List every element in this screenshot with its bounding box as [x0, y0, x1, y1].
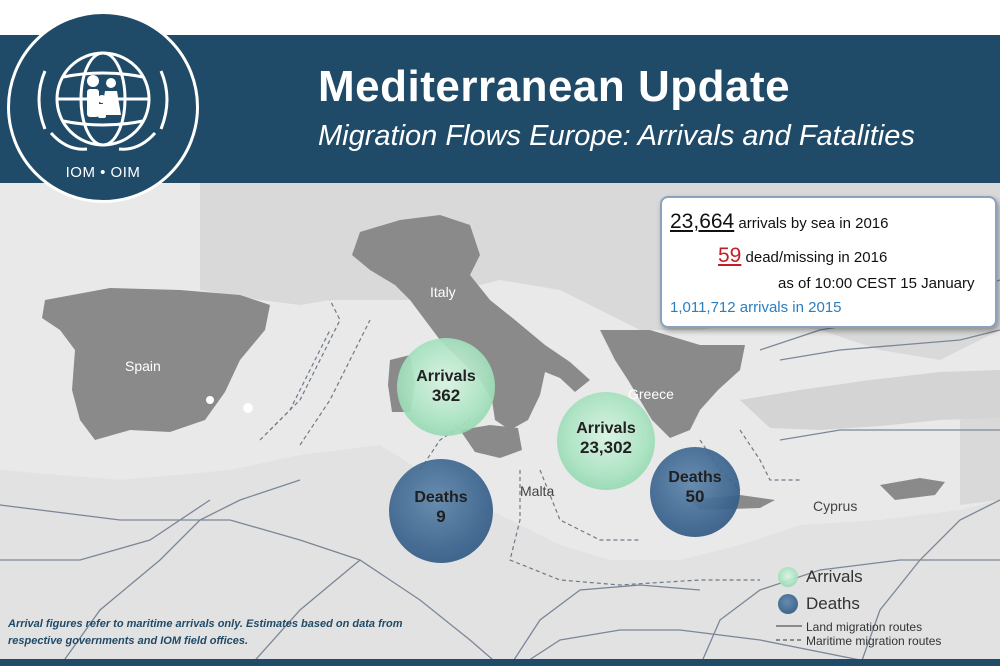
greece-arrivals-bubble: Arrivals 23,302 — [557, 392, 655, 490]
island-mark — [206, 396, 214, 404]
legend-deaths-swatch — [778, 594, 798, 614]
bubble-label: Arrivals — [416, 368, 476, 385]
italy-arrivals-bubble: Arrivals 362 — [397, 338, 495, 436]
legend-maritime-routes-label: Maritime migration routes — [806, 634, 942, 648]
legend-route-swatches — [776, 625, 802, 641]
page-title: Mediterranean Update — [318, 62, 791, 111]
dead-2016-text: dead/missing in 2016 — [745, 249, 888, 266]
middle-east-land — [960, 410, 1000, 505]
stats-box: 23,664 arrivals by sea in 2016 59 dead/m… — [660, 196, 997, 328]
italy-shape — [352, 215, 590, 430]
bubble-label: Deaths — [414, 489, 468, 506]
as-of-text: as of 10:00 CEST 15 January — [778, 275, 975, 292]
island-mark — [243, 403, 253, 413]
bubble-label: Arrivals — [576, 420, 636, 437]
footnote: Arrival figures refer to maritime arriva… — [8, 618, 403, 647]
legend-arrivals-swatch — [778, 567, 798, 587]
dead-2016-value: 59 — [718, 244, 742, 267]
greece-deaths-bubble: Deaths 50 — [650, 447, 740, 537]
cyprus-shape — [880, 478, 945, 500]
arrivals-2016-text: arrivals by sea in 2016 — [738, 215, 889, 232]
country-label-malta: Malta — [520, 483, 555, 499]
bubble-value: 9 — [436, 507, 446, 526]
italy-deaths-bubble: Deaths 9 — [389, 459, 493, 563]
legend-arrivals-label: Arrivals — [806, 567, 863, 586]
logo-text: IOM • OIM — [65, 164, 141, 181]
land-migration-routes — [0, 279, 1000, 666]
sicily-shape — [460, 425, 522, 458]
north-africa-land — [0, 445, 1000, 666]
country-label-cyprus: Cyprus — [813, 498, 858, 514]
country-label-spain: Spain — [125, 358, 161, 374]
legend-deaths-label: Deaths — [806, 594, 860, 613]
legend-land-routes-label: Land migration routes — [806, 620, 923, 634]
iom-logo-icon: IOM • OIM — [7, 11, 199, 203]
country-label-italy: Italy — [430, 284, 456, 300]
turkey-shape — [740, 370, 1000, 430]
dead-2016-line: 59 dead/missing in 2016 — [718, 244, 887, 268]
bubble-label: Deaths — [668, 469, 722, 486]
globe-icon — [37, 51, 169, 151]
bubble-value: 23,302 — [580, 438, 632, 457]
arrivals-2016-line: 23,664 arrivals by sea in 2016 — [670, 210, 889, 234]
arrivals-2015-text: 1,011,712 arrivals in 2015 — [670, 299, 842, 316]
bubble-value: 362 — [431, 386, 461, 405]
bubble-value: 50 — [685, 487, 705, 506]
arrivals-2016-value: 23,664 — [670, 210, 735, 233]
greece-shape — [600, 330, 745, 438]
country-label-greece: Greece — [628, 386, 674, 402]
page-subtitle: Migration Flows Europe: Arrivals and Fat… — [318, 120, 915, 152]
bottom-bar — [0, 659, 1000, 666]
family-icon — [87, 75, 121, 118]
